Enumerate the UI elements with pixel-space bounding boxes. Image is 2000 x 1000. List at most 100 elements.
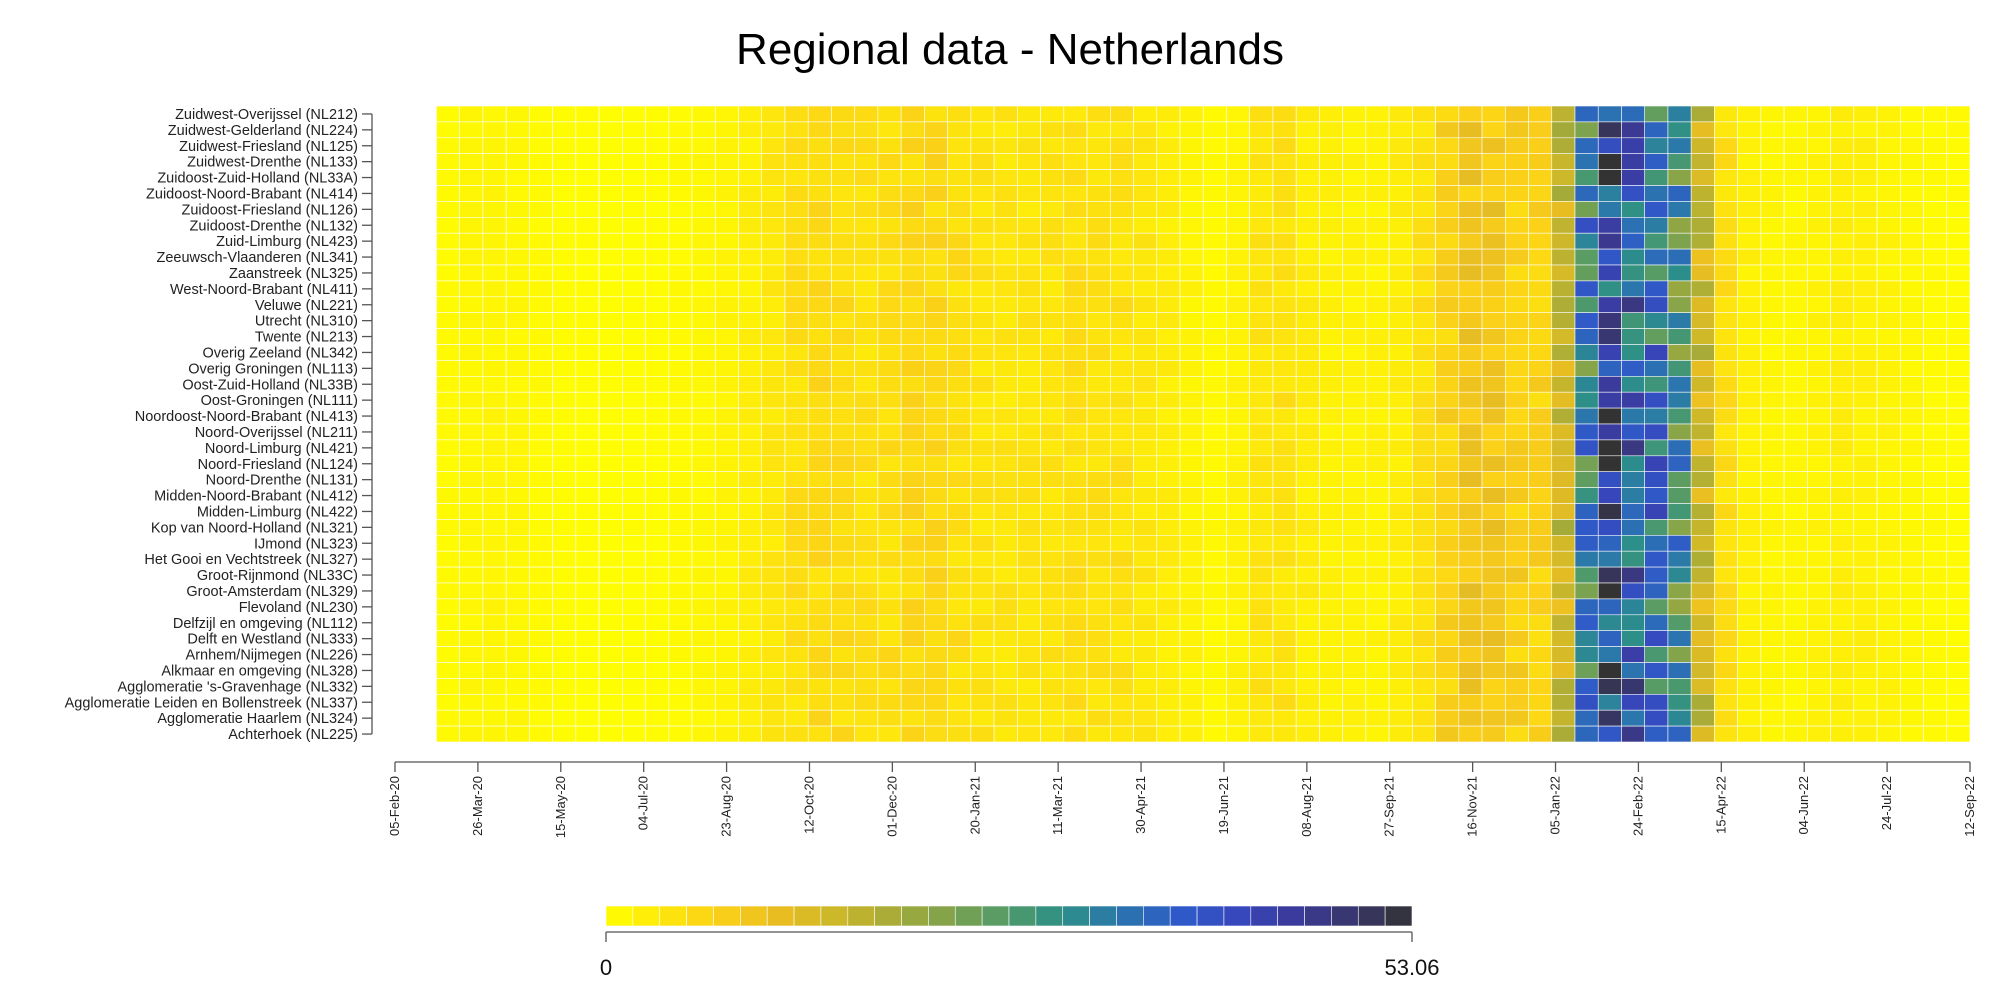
heatmap-cell <box>1760 328 1785 345</box>
heatmap-cell <box>784 407 809 425</box>
heatmap-cell <box>970 550 995 568</box>
heatmap-cell <box>1760 344 1785 361</box>
heatmap-cell <box>993 487 1018 504</box>
heatmap-cell <box>1923 407 1948 425</box>
heatmap-cell <box>1040 137 1065 155</box>
heatmap-cell <box>807 344 832 361</box>
heatmap-cell <box>1388 280 1413 298</box>
heatmap-cell <box>1040 534 1065 552</box>
heatmap-cell <box>900 662 925 679</box>
heatmap-cell <box>552 471 577 488</box>
heatmap-cell <box>738 185 763 202</box>
heatmap-cell <box>1714 534 1738 552</box>
heatmap-cell <box>459 121 484 139</box>
heatmap-cell <box>1574 519 1599 536</box>
heatmap-cell <box>993 344 1018 361</box>
heatmap-cell <box>993 232 1018 250</box>
heatmap-cell <box>1760 105 1785 123</box>
heatmap-cell <box>1899 217 1924 234</box>
heatmap-cell <box>807 280 832 298</box>
heatmap-cell <box>1435 566 1460 584</box>
heatmap-cell <box>1365 662 1390 679</box>
heatmap-cell <box>1481 646 1506 663</box>
heatmap-cell <box>714 312 739 329</box>
heatmap-cell <box>1760 519 1785 536</box>
heatmap-cell <box>924 407 948 425</box>
heatmap-cell <box>1783 709 1808 727</box>
heatmap-cell <box>854 534 879 552</box>
heatmap-cell <box>575 709 600 727</box>
heatmap-cell <box>598 503 623 520</box>
heatmap-cell <box>1923 232 1948 250</box>
heatmap-cell <box>761 169 786 186</box>
heatmap-cell <box>1714 391 1738 409</box>
heatmap-cell <box>970 312 995 329</box>
heatmap-cell <box>993 296 1018 313</box>
heatmap-cell <box>1899 471 1924 488</box>
heatmap-cell <box>1667 630 1692 647</box>
heatmap-cell <box>1086 693 1111 711</box>
heatmap-cell <box>1830 519 1855 536</box>
heatmap-cell <box>1923 439 1948 457</box>
heatmap-cell <box>505 264 530 282</box>
heatmap-cell <box>1179 121 1204 139</box>
heatmap-cell <box>1179 725 1204 743</box>
heatmap-cell <box>877 550 902 568</box>
heatmap-cell <box>877 153 902 170</box>
heatmap-cell <box>1388 105 1413 123</box>
heatmap-cell <box>831 439 855 457</box>
heatmap-cell <box>482 439 507 457</box>
heatmap-cell <box>1644 344 1669 361</box>
heatmap-cell <box>1737 678 1762 695</box>
heatmap-cell <box>622 153 646 170</box>
heatmap-cell <box>1017 344 1041 361</box>
heatmap-cell <box>1063 646 1088 663</box>
x-tick-label: 27-Sep-21 <box>1382 776 1397 837</box>
heatmap-cell <box>947 725 972 743</box>
heatmap-cell <box>900 360 925 377</box>
heatmap-cell <box>1412 646 1436 663</box>
heatmap-cell <box>1946 201 1971 218</box>
heatmap-cell <box>1365 360 1390 377</box>
heatmap-cell <box>1458 280 1483 298</box>
heatmap-cell <box>505 296 530 313</box>
heatmap-cell <box>1086 678 1111 695</box>
heatmap-cell <box>1319 423 1343 441</box>
heatmap-cell <box>1249 550 1274 568</box>
heatmap-cell <box>1807 455 1831 472</box>
heatmap-cell <box>1412 391 1436 409</box>
heatmap-cell <box>1388 534 1413 552</box>
heatmap-cell <box>1853 534 1878 552</box>
heatmap-cell <box>1946 455 1971 472</box>
heatmap-cell <box>1528 264 1553 282</box>
heatmap-cell <box>1272 614 1297 631</box>
heatmap-cell <box>1388 519 1413 536</box>
heatmap-cell <box>436 455 460 472</box>
heatmap-cell <box>1504 391 1529 409</box>
heatmap-cell <box>1458 646 1483 663</box>
heatmap-cell <box>1690 153 1715 170</box>
heatmap-cell <box>1714 519 1738 536</box>
heatmap-cell <box>1923 662 1948 679</box>
heatmap-cell <box>645 296 670 313</box>
heatmap-cell <box>807 391 832 409</box>
heatmap-cell <box>1899 232 1924 250</box>
heatmap-cell <box>459 503 484 520</box>
heatmap-cell <box>1923 598 1948 616</box>
heatmap-cell <box>1388 693 1413 711</box>
heatmap-cell <box>598 121 623 139</box>
heatmap-cell <box>1249 407 1274 425</box>
heatmap-cell <box>877 328 902 345</box>
heatmap-cell <box>1923 709 1948 727</box>
heatmap-cell <box>1737 185 1762 202</box>
heatmap-cell <box>970 725 995 743</box>
heatmap-cell <box>1272 519 1297 536</box>
heatmap-cell <box>1319 280 1343 298</box>
heatmap-cell <box>505 487 530 504</box>
heatmap-cell <box>1760 391 1785 409</box>
row-label: Zuidoost-Drenthe (NL132) <box>190 218 358 234</box>
heatmap-cell <box>1853 312 1878 329</box>
heatmap-cell <box>761 312 786 329</box>
heatmap-cell <box>1737 391 1762 409</box>
heatmap-cell <box>622 264 646 282</box>
